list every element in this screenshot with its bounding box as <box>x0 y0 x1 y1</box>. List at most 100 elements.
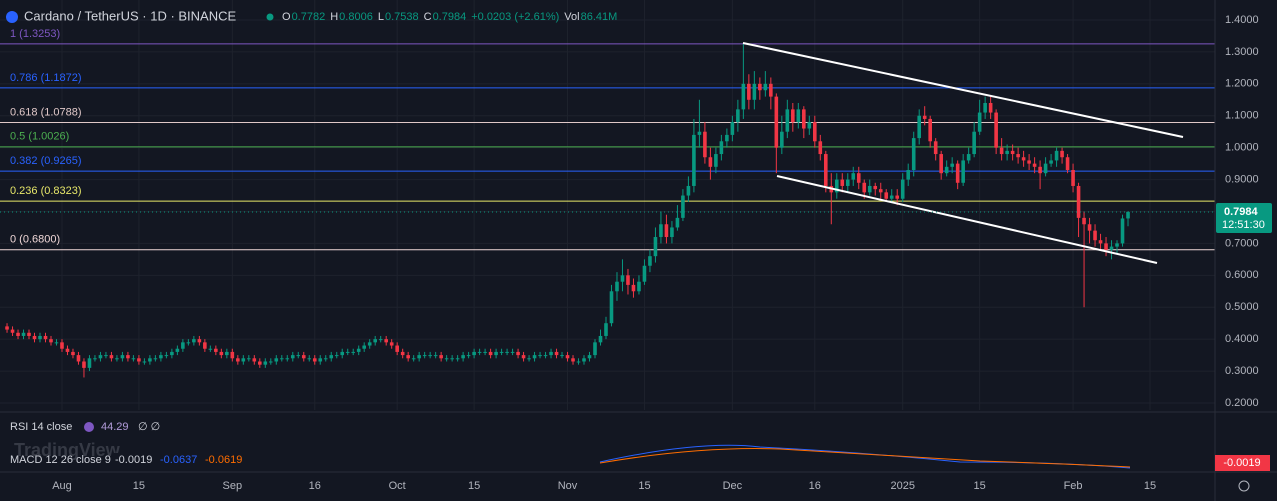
candle-body <box>76 355 81 362</box>
candle-body <box>571 358 575 362</box>
candle-body <box>65 348 70 352</box>
candle-body <box>301 355 306 359</box>
candle-body <box>1060 150 1064 158</box>
x-tick-label: Dec <box>723 480 743 492</box>
candle-body <box>296 355 301 357</box>
candle-body <box>203 342 207 349</box>
candle-body <box>170 351 174 356</box>
y-tick-label: 1.1000 <box>1225 110 1259 122</box>
candle-body <box>565 355 570 359</box>
candle-body <box>807 122 812 129</box>
fib-label: 0.5 (1.0026) <box>10 131 69 143</box>
candle-body <box>406 355 410 359</box>
candle-body <box>505 351 509 353</box>
candle-body <box>675 217 680 228</box>
candle-body <box>796 109 801 123</box>
candle-body <box>587 355 592 359</box>
symbol-title[interactable]: Cardano / TetherUS · 1D · BINANCE <box>24 8 236 23</box>
candle-body <box>10 329 15 333</box>
settings-button[interactable] <box>1238 480 1250 492</box>
candle-body <box>461 355 465 359</box>
candle-body <box>1071 170 1075 186</box>
candle-body <box>466 355 471 357</box>
candle-body <box>983 102 987 113</box>
candle-body <box>367 342 372 346</box>
candle-body <box>137 358 141 362</box>
candle-body <box>664 224 669 238</box>
candle-body <box>812 122 817 142</box>
header-o-label: O <box>282 11 291 23</box>
candle-body <box>181 342 185 349</box>
candle-body <box>977 112 982 132</box>
candle-body <box>659 224 663 238</box>
x-tick-label: 16 <box>809 480 821 492</box>
candle-body <box>972 131 976 155</box>
axes: 0.2000 0.3000 0.4000 0.5000 0.6000 0.7000 0.80… <box>0 14 1272 492</box>
macd-axis-box <box>1215 455 1270 471</box>
candle-body <box>780 131 784 148</box>
candle-body <box>120 355 125 359</box>
rsi-label[interactable]: RSI 14 close <box>10 421 72 433</box>
candle-body <box>549 351 553 356</box>
candle-body <box>1087 224 1092 231</box>
y-tick-label: 1.2000 <box>1225 78 1259 90</box>
candle-body <box>697 131 702 135</box>
candle-body <box>681 195 685 218</box>
candle-body <box>252 358 257 362</box>
y-tick-label: 1.3000 <box>1225 46 1259 58</box>
candle-body <box>895 195 900 199</box>
macd-value: -0.0019 <box>115 454 152 466</box>
x-tick-label: 15 <box>468 480 480 492</box>
symbol-logo[interactable] <box>6 11 18 23</box>
candle-body <box>384 339 388 343</box>
y-tick-label: 0.3000 <box>1225 365 1259 377</box>
y-tick-label: 0.5000 <box>1225 301 1259 313</box>
candles <box>5 43 1130 378</box>
candle-body <box>214 348 218 352</box>
candle-body <box>615 281 619 292</box>
candle-body <box>307 358 312 360</box>
x-tick-label: Feb <box>1064 480 1083 492</box>
fib-label: 0.236 (0.8323) <box>10 185 82 197</box>
macd-label[interactable]: MACD 12 26 close 9 <box>10 454 111 466</box>
candle-body <box>516 351 520 356</box>
candle-body <box>258 361 262 365</box>
candle-body <box>318 358 323 362</box>
x-tick-label: Aug <box>52 480 72 492</box>
candle-body <box>851 173 856 180</box>
candle-body <box>626 275 630 285</box>
candle-body <box>197 339 202 343</box>
fib-label: 0.618 (1.0788) <box>10 106 82 118</box>
candle-body <box>763 83 768 91</box>
candle-body <box>93 358 97 360</box>
fib-label: 1 (1.3253) <box>10 28 60 40</box>
candle-body <box>1016 154 1020 158</box>
market-status <box>266 13 274 21</box>
y-tick-label: 1.4000 <box>1225 14 1259 26</box>
candle-body <box>604 323 608 336</box>
candle-body <box>889 195 894 199</box>
candle-body <box>87 358 92 368</box>
candle-body <box>159 355 163 359</box>
candle-body <box>719 141 724 155</box>
candle-body <box>856 173 861 183</box>
header-low: 0.7538 <box>385 11 419 23</box>
candle-body <box>554 351 559 356</box>
candle-body <box>966 154 971 161</box>
candle-body <box>1126 212 1130 219</box>
candle-body <box>1109 246 1114 250</box>
y-tick-label: 0.9000 <box>1225 173 1259 185</box>
candle-body <box>928 118 932 142</box>
trend-line-upper <box>742 42 1184 138</box>
candle-body <box>1093 230 1097 241</box>
last-price-box <box>1216 203 1272 234</box>
candle-body <box>725 134 729 142</box>
y-tick-label: 0.4000 <box>1225 333 1259 345</box>
macd-axis-value: -0.0019 <box>1223 457 1260 469</box>
candle-body <box>1120 218 1125 244</box>
candle-body <box>538 355 542 357</box>
x-tick-label: Nov <box>558 480 578 492</box>
candle-body <box>312 358 317 362</box>
candle-body <box>1010 150 1015 155</box>
candle-body <box>840 179 845 186</box>
